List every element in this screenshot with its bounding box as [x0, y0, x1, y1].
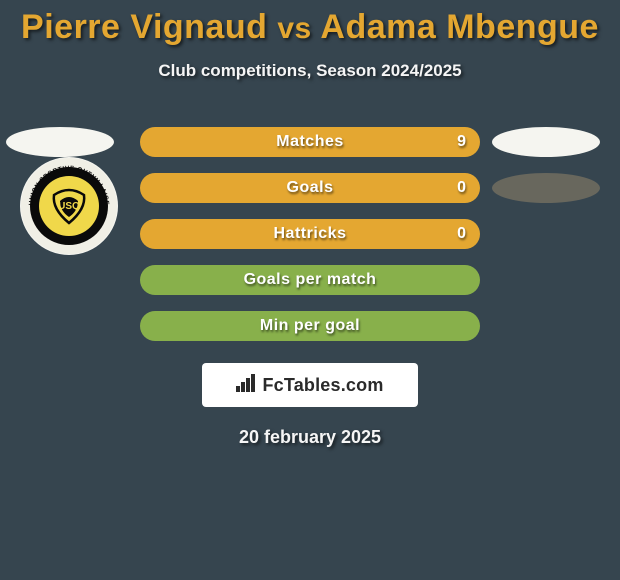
brand-text: FcTables.com — [262, 375, 383, 396]
comparison-title: Pierre Vignaud vs Adama Mbengue — [0, 0, 620, 47]
right-side-oval — [492, 127, 600, 157]
stat-row: Matches 9 — [0, 119, 620, 165]
date-line: 20 february 2025 — [0, 427, 620, 448]
stat-row: Min per goal — [0, 303, 620, 349]
stat-pill: Goals 0 — [140, 173, 480, 203]
stat-value-right: 9 — [457, 133, 466, 151]
stat-value-right: 0 — [457, 179, 466, 197]
stat-label: Goals per match — [244, 271, 377, 289]
stat-label: Goals — [287, 179, 334, 197]
club-badge: UNION SPORTIVE QUEVILLAISEUSQ — [20, 157, 118, 255]
stat-label: Matches — [276, 133, 344, 151]
stat-pill: Min per goal — [140, 311, 480, 341]
brand-box: FcTables.com — [202, 363, 418, 407]
bars-icon — [236, 374, 256, 397]
subtitle: Club competitions, Season 2024/2025 — [0, 61, 620, 81]
stats-area: Matches 9 Goals 0 Hattricks 0 Goals per match M… — [0, 119, 620, 349]
stat-pill: Hattricks 0 — [140, 219, 480, 249]
player1-name: Pierre Vignaud — [21, 8, 267, 46]
vs-label: vs — [277, 12, 311, 45]
stat-pill: Goals per match — [140, 265, 480, 295]
stat-value-right: 0 — [457, 225, 466, 243]
svg-text:USQ: USQ — [58, 201, 80, 212]
left-side-oval — [6, 127, 114, 157]
right-side-oval — [492, 173, 600, 203]
stat-row: Goals per match — [0, 257, 620, 303]
stat-label: Hattricks — [274, 225, 347, 243]
player2-name: Adama Mbengue — [320, 8, 599, 46]
stat-pill: Matches 9 — [140, 127, 480, 157]
stat-label: Min per goal — [260, 317, 360, 335]
